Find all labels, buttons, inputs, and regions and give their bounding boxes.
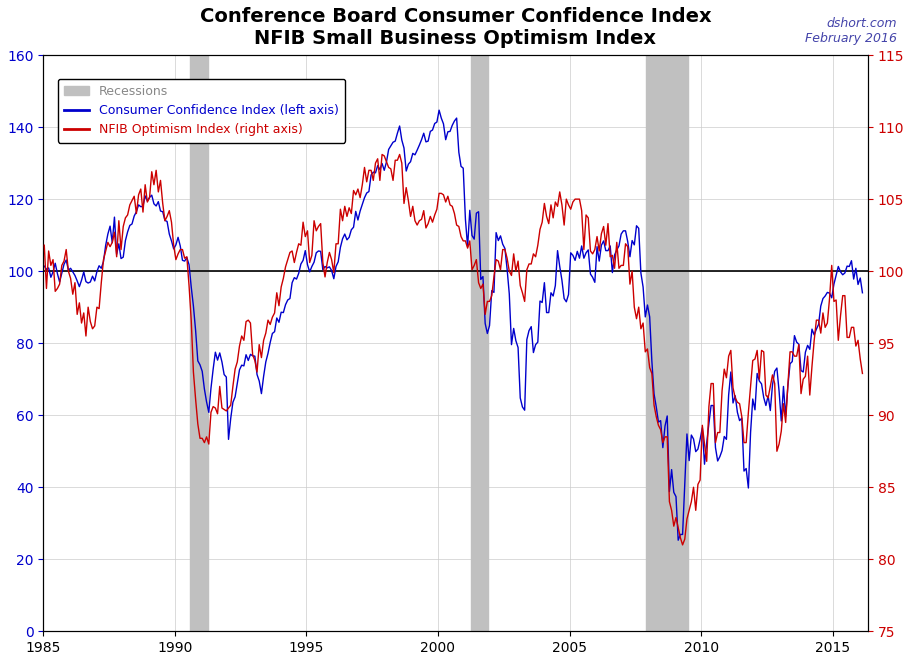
Text: dshort.com: dshort.com: [827, 17, 897, 30]
Bar: [647, 55, 688, 632]
Title: Conference Board Consumer Confidence Index
NFIB Small Business Optimism Index: Conference Board Consumer Confidence Ind…: [200, 7, 711, 48]
Text: February 2016: February 2016: [805, 32, 897, 45]
Bar: [471, 55, 488, 632]
Bar: [190, 55, 208, 632]
Legend: Recessions, Consumer Confidence Index (left axis), NFIB Optimism Index (right ax: Recessions, Consumer Confidence Index (l…: [57, 79, 345, 142]
